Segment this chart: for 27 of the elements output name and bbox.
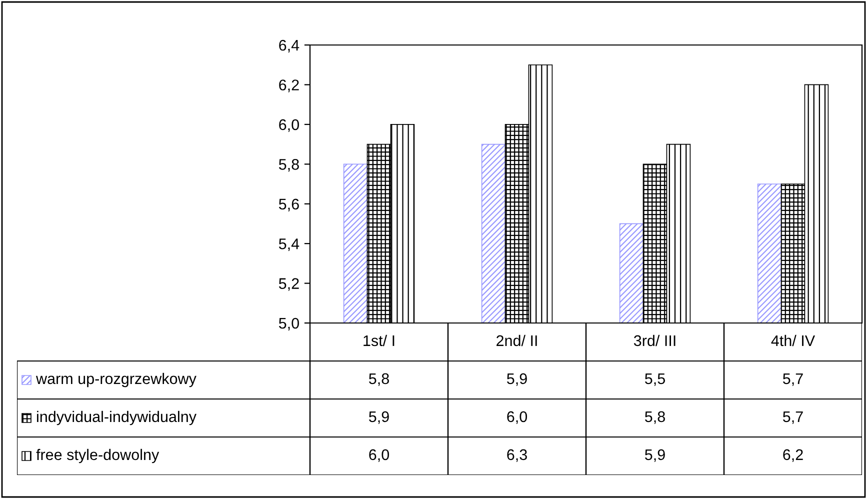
data-label: 6,0 [369,449,390,462]
y-tick-label: 5,2 [278,278,299,291]
data-label: 5,9 [644,449,665,462]
y-tick-label: 5,0 [278,318,299,330]
data-label: 5,7 [782,373,803,386]
data-label: 5,5 [644,373,665,386]
x-tick-label: 1st/ I [364,334,394,346]
data-label: 5,9 [368,411,389,424]
data-label: 5,7 [782,411,803,424]
legend-label: warm up-rozgrzewkowy [36,372,196,388]
x-tick-label: 4th/ IV [771,334,816,346]
legend-label: free style-dowolny [36,448,160,464]
y-tick-label: 6,4 [279,40,300,52]
y-tick-label: 5,4 [278,238,300,252]
data-label: 5,8 [644,411,665,424]
data-label: 5,8 [368,373,389,386]
y-tick-label: 6,0 [279,119,299,132]
data-label: 6,2 [783,449,803,462]
y-tick-label: 6,2 [279,80,299,92]
y-tick-label: 5,6 [278,198,299,212]
data-label: 6,0 [507,411,528,424]
legend-label: indyvidual-indywidualny [37,410,196,426]
x-tick-label: 2nd/ II [496,334,537,346]
data-label: 6,3 [507,449,527,462]
x-tick-label: 3rd/ III [634,334,676,346]
y-tick-label: 5,8 [278,159,299,172]
data-label: 5,9 [506,373,527,386]
